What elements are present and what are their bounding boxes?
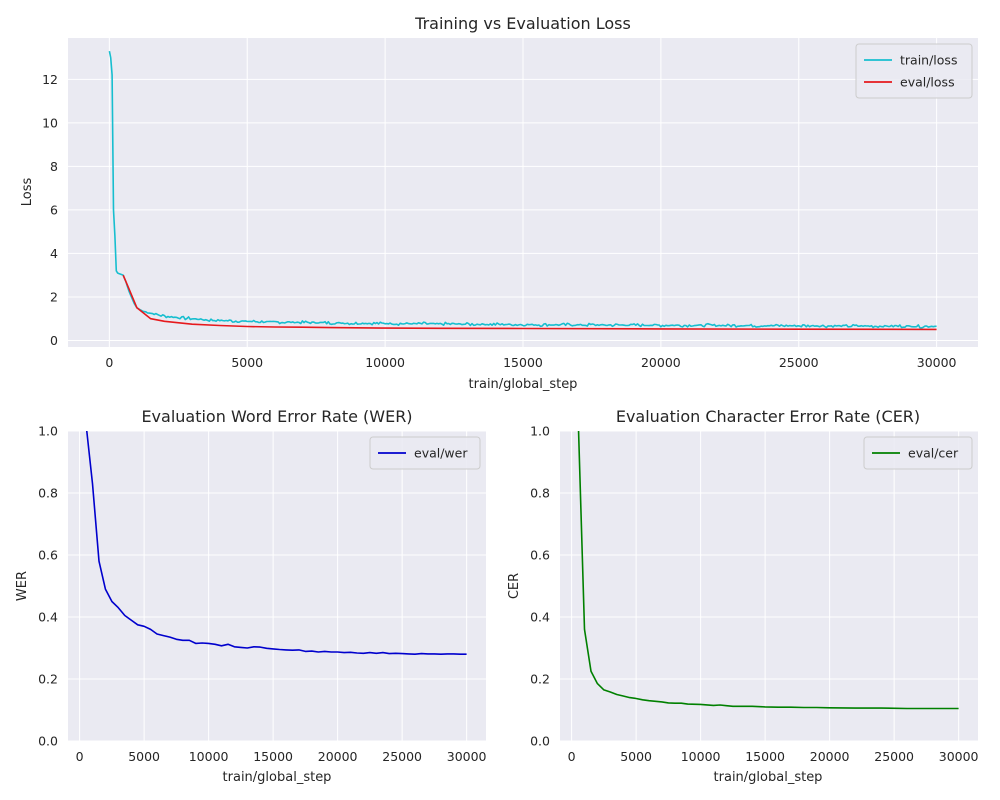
- loss-x-tick-label: 20000: [641, 355, 681, 370]
- loss-x-tick-label: 10000: [365, 355, 405, 370]
- wer-y-tick-label: 1.0: [38, 424, 58, 439]
- cer-y-tick-label: 0.6: [530, 548, 550, 563]
- wer-legend-label: eval/wer: [414, 446, 468, 461]
- cer-legend: eval/cer: [863, 436, 973, 470]
- loss-legend-label: train/loss: [900, 53, 957, 68]
- wer-plot-area: [68, 431, 486, 741]
- cer-y-tick-label: 1.0: [530, 424, 550, 439]
- loss-x-tick-label: 25000: [779, 355, 819, 370]
- loss-x-tick-label: 15000: [503, 355, 543, 370]
- loss-y-tick-label: 6: [50, 202, 58, 217]
- wer-legend-box: [369, 436, 481, 470]
- cer-chart-xlabel: train/global_step: [714, 770, 823, 785]
- loss-y-tick-label: 4: [50, 246, 58, 261]
- wer-x-tick-label: 5000: [128, 749, 160, 764]
- loss-x-tick-label: 5000: [231, 355, 263, 370]
- wer-chart: Evaluation Word Error Rate (WER) train/g…: [15, 407, 487, 785]
- wer-y-tick-label: 0.6: [38, 548, 58, 563]
- wer-x-tick-label: 20000: [318, 749, 358, 764]
- wer-y-tick-label: 0.2: [38, 672, 58, 687]
- cer-chart: Evaluation Character Error Rate (CER) tr…: [507, 407, 979, 785]
- cer-legend-label: eval/cer: [908, 446, 959, 461]
- cer-x-tick-label: 15000: [745, 749, 785, 764]
- wer-chart-title: Evaluation Word Error Rate (WER): [141, 407, 412, 426]
- loss-y-tick-label: 10: [42, 115, 58, 130]
- loss-series-eval-loss: [122, 274, 937, 331]
- wer-y-tick-label: 0.0: [38, 734, 58, 749]
- wer-x-tick-label: 10000: [189, 749, 229, 764]
- cer-y-tick-label: 0.4: [530, 610, 550, 625]
- cer-y-tick-label: 0.0: [530, 734, 550, 749]
- wer-y-tick-label: 0.8: [38, 486, 58, 501]
- wer-x-tick-label: 30000: [447, 749, 487, 764]
- wer-chart-xlabel: train/global_step: [223, 770, 332, 785]
- cer-y-tick-label: 0.8: [530, 486, 550, 501]
- cer-x-tick-label: 25000: [874, 749, 914, 764]
- loss-chart-xlabel: train/global_step: [469, 377, 578, 392]
- wer-y-tick-label: 0.4: [38, 610, 58, 625]
- cer-x-tick-label: 10000: [681, 749, 721, 764]
- loss-y-tick-label: 8: [50, 159, 58, 174]
- loss-x-tick-label: 30000: [917, 355, 957, 370]
- wer-x-tick-label: 15000: [253, 749, 293, 764]
- loss-x-tick-label: 0: [105, 355, 113, 370]
- loss-y-tick-label: 0: [50, 333, 58, 348]
- loss-y-tick-label: 12: [42, 72, 58, 87]
- cer-legend-box: [863, 436, 973, 470]
- wer-x-tick-label: 25000: [382, 749, 422, 764]
- wer-chart-ylabel: WER: [15, 571, 30, 601]
- wer-legend: eval/wer: [369, 436, 481, 470]
- loss-chart-ylabel: Loss: [20, 178, 35, 207]
- loss-legend-label: eval/loss: [900, 75, 955, 90]
- cer-x-tick-label: 0: [568, 749, 576, 764]
- loss-chart: Training vs Evaluation Loss train/global…: [20, 14, 978, 392]
- loss-legend-box: [855, 43, 973, 99]
- cer-chart-ylabel: CER: [507, 573, 522, 599]
- cer-y-tick-label: 0.2: [530, 672, 550, 687]
- cer-plot-area: [560, 431, 978, 741]
- cer-x-tick-label: 20000: [810, 749, 850, 764]
- wer-x-tick-label: 0: [76, 749, 84, 764]
- loss-chart-title: Training vs Evaluation Loss: [414, 14, 631, 33]
- loss-series-train-loss: [108, 50, 937, 329]
- cer-series-eval-cer: [577, 431, 959, 710]
- loss-legend: train/loss eval/loss: [855, 43, 973, 99]
- wer-series-eval-wer: [85, 431, 467, 656]
- loss-y-tick-label: 2: [50, 289, 58, 304]
- cer-chart-title: Evaluation Character Error Rate (CER): [616, 407, 920, 426]
- cer-x-tick-label: 5000: [620, 749, 652, 764]
- cer-x-tick-label: 30000: [939, 749, 979, 764]
